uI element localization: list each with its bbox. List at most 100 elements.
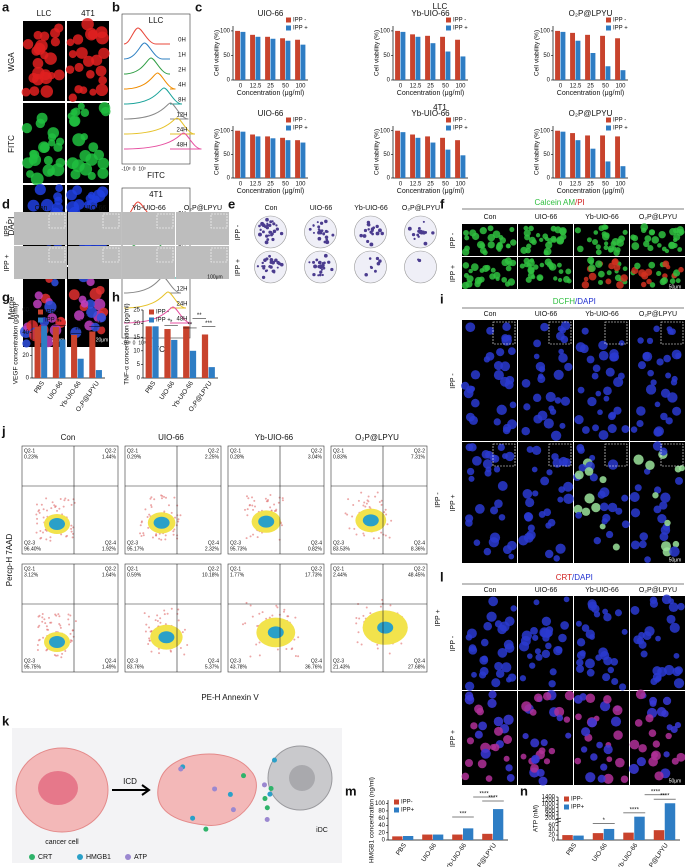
cell [586,668,595,677]
event [245,601,248,604]
bar [400,31,406,81]
x-axis-label: Concentration (μg/ml) [557,90,624,97]
event [144,630,147,633]
event [367,495,370,498]
cell [474,730,483,739]
cell [587,256,595,264]
plot-frame [121,13,191,165]
column-label: O₂P@LPYU [639,214,677,221]
cell [660,277,668,285]
colony [321,262,325,265]
event [364,505,367,508]
cell [529,258,535,263]
cell [95,285,105,295]
quadrant-value: 1.64% [102,572,117,578]
y-tick-label: 20 [378,830,385,836]
x-tick-label: 50 [282,84,289,90]
event [164,534,167,537]
cell [648,729,657,737]
bar [270,38,276,80]
cell [42,164,56,177]
cell [497,247,502,252]
event [139,524,142,527]
event [156,614,159,617]
legend-label: IPP + [156,318,171,324]
colony [271,260,275,265]
header: CRT [556,573,572,582]
chart-title: Yb-UIO-66 [411,109,450,118]
event [181,631,184,634]
cell [664,248,670,254]
cell [544,258,552,266]
cell [591,502,601,513]
column-label: UIO-66 [84,205,107,212]
row-label: IPP - [450,232,457,248]
legend-swatch [149,309,154,315]
cell [603,386,612,396]
cell [592,424,599,432]
cell [466,628,477,639]
event [153,498,156,501]
cell [631,242,640,250]
event [59,624,62,627]
legend-swatch [446,17,451,23]
event [69,614,72,617]
cell [622,266,628,272]
x-tick-label: 100 [615,182,626,188]
cell [524,234,531,241]
cell [532,445,542,455]
colony [419,231,424,235]
event [363,501,366,504]
cell [663,354,671,363]
event [145,623,148,626]
bar [285,140,291,178]
legend-label: IPP - [613,18,626,24]
cell [605,530,614,539]
event [378,500,381,503]
cell [31,46,41,56]
molecule [241,773,247,779]
cell [640,223,649,231]
event [64,649,67,652]
significance-label: *** [459,812,467,818]
cell [652,441,663,451]
significance-label: **** [488,796,498,802]
cell [540,476,550,486]
x-axis-label: FITC [147,171,165,180]
cell-label: iDC [316,827,328,834]
event [294,616,297,619]
molecule [203,826,209,832]
event [253,499,256,502]
inset [102,247,120,263]
column-label: O₂P@LPYU [639,587,677,594]
cell [612,705,623,716]
event [67,618,70,621]
cell [671,375,678,383]
bar [585,34,590,80]
cell [603,613,612,622]
cell [509,401,517,409]
cell [586,355,595,364]
event [177,518,180,521]
legend-label: HMGB1 [86,854,111,861]
bar [265,136,270,178]
colony [268,265,272,268]
legend-swatch [38,317,43,323]
colony [267,234,271,237]
cell [39,31,50,41]
time-label: 24H [176,302,187,308]
cell [645,714,654,723]
event [70,530,73,533]
event [383,511,386,514]
x-tick-label: 50 [442,182,449,188]
quadrant-name: Q2-1 [24,448,35,454]
column-label: 4T1 [81,9,95,18]
y-tick-label: 1000 [542,802,556,808]
legend-swatch [394,807,399,813]
column-label: Con [484,587,497,594]
cell [93,298,106,311]
cell [71,107,81,117]
column-label: Con [61,433,76,442]
event [36,522,39,525]
inset [604,321,628,345]
